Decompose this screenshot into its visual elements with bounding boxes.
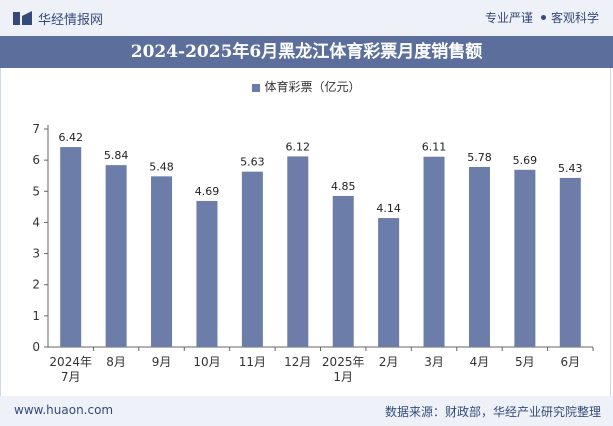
bar	[241, 171, 263, 347]
x-tick-label: 2月	[379, 355, 399, 369]
bar-value-label: 4.14	[376, 202, 401, 215]
bar	[468, 166, 490, 347]
x-tick-label: 6月	[560, 355, 580, 369]
x-tick-label: 4月	[470, 355, 490, 369]
logo-icon	[13, 11, 32, 25]
tag-professional: 专业严谨	[484, 11, 533, 25]
x-tick-label: 8月	[106, 355, 126, 369]
x-tick-label: 11月	[239, 355, 266, 369]
footer-bar: www.huaon.com 数据来源：财政部，华经产业研究院整理	[0, 396, 613, 426]
bar	[559, 177, 581, 347]
x-tick-label: 10月	[193, 355, 220, 369]
bar-value-label: 6.12	[286, 140, 311, 153]
bar-value-label: 5.84	[104, 149, 129, 162]
bar-value-label: 6.11	[422, 141, 447, 154]
legend: 体育彩票（亿元）	[0, 78, 613, 95]
x-tick-label: 5月	[515, 355, 535, 369]
legend-label: 体育彩票（亿元）	[264, 80, 361, 94]
x-tick-label: 3月	[424, 355, 444, 369]
chart-title: 2024-2025年6月黑龙江体育彩票月度销售额	[0, 36, 613, 68]
bar-value-label: 5.63	[240, 156, 265, 169]
y-tick-label: 5	[32, 184, 40, 198]
bar	[151, 176, 173, 347]
y-tick-label: 1	[32, 309, 40, 323]
bar	[60, 147, 82, 347]
bar-value-label: 5.48	[149, 160, 174, 173]
x-tick-label: 7月	[61, 370, 81, 384]
bar	[196, 200, 218, 347]
footer-site: www.huaon.com	[14, 403, 114, 417]
bar	[423, 156, 445, 347]
header-bar: 华经情报网 专业严谨 客观科学	[0, 0, 613, 36]
bar-value-label: 4.85	[331, 180, 356, 193]
x-tick-label: 2025年	[322, 355, 365, 369]
bar	[514, 169, 536, 347]
x-tick-label: 12月	[284, 355, 311, 369]
y-tick-label: 4	[32, 215, 40, 229]
x-tick-label: 1月	[333, 370, 353, 384]
bar-value-label: 6.42	[58, 131, 83, 144]
bar	[287, 156, 309, 347]
y-tick-label: 7	[32, 122, 40, 136]
header-tags: 专业严谨 客观科学	[485, 9, 599, 26]
y-tick-label: 6	[32, 153, 40, 167]
x-tick-label: 2024年	[49, 355, 92, 369]
bar	[105, 165, 127, 347]
tag-objective: 客观科学	[550, 11, 599, 25]
y-tick-label: 3	[32, 247, 40, 261]
footer-source: 数据来源：财政部，华经产业研究院整理	[384, 405, 601, 419]
x-tick-label: 9月	[152, 355, 172, 369]
y-tick-label: 0	[32, 340, 40, 354]
bar-value-label: 4.69	[195, 185, 220, 198]
bar	[378, 218, 400, 347]
legend-swatch	[252, 83, 261, 92]
bar	[332, 195, 354, 347]
bar-value-label: 5.69	[513, 154, 538, 167]
dot-separator	[540, 15, 546, 20]
bar-value-label: 5.78	[467, 151, 492, 164]
brand-name: 华经情报网	[38, 13, 104, 28]
y-tick-label: 2	[32, 278, 40, 292]
bar-value-label: 5.43	[558, 162, 583, 175]
